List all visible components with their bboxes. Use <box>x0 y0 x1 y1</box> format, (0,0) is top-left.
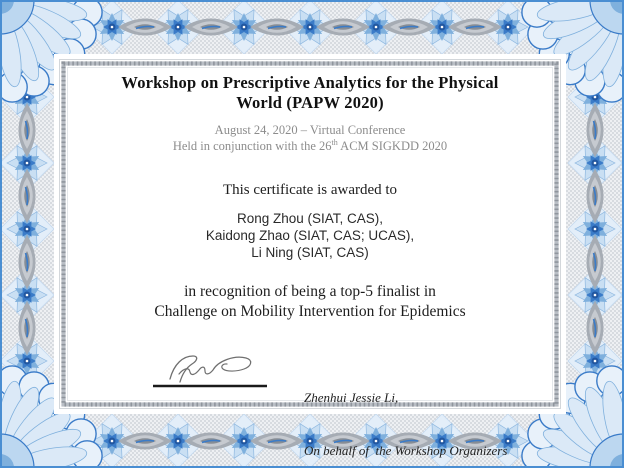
conference-date: August 24, 2020 – Virtual Conference <box>214 123 406 137</box>
ordinal-superscript: th <box>331 137 338 147</box>
conference-info: August 24, 2020 – Virtual Conference Hel… <box>70 122 550 154</box>
signature-area: Zhenhui Jessie Li, On behalf of the Work… <box>70 346 550 458</box>
recognition-statement: in recognition of being a top-5 finalist… <box>70 282 550 322</box>
title-line-2: World (PAPW 2020) <box>236 93 384 112</box>
title-line-1: Workshop on Prescriptive Analytics for t… <box>121 73 499 92</box>
signatory-credit: Zhenhui Jessie Li, On behalf of the Work… <box>304 354 507 468</box>
certificate-content: Workshop on Prescriptive Analytics for t… <box>70 66 550 458</box>
signatory-role: On behalf of the Workshop Organizers <box>304 442 508 458</box>
signatory-name: Zhenhui Jessie Li, <box>304 390 399 405</box>
awarded-label: This certificate is awarded to <box>222 182 398 198</box>
recognition-line-1: in recognition of being a top-5 finalist… <box>184 283 436 300</box>
certificate-title: Workshop on Prescriptive Analytics for t… <box>70 73 550 113</box>
handwritten-signature-icon <box>153 355 267 388</box>
conference-affiliation: Held in conjunction with the 26th ACM SI… <box>172 137 448 153</box>
recipient-1: Rong Zhou (SIAT, CAS), <box>236 211 384 226</box>
signature-block <box>150 346 272 392</box>
recipient-3: Li Ning (SIAT, CAS) <box>251 245 369 260</box>
recipient-names: Rong Zhou (SIAT, CAS), Kaidong Zhao (SIA… <box>70 210 550 261</box>
recipient-2: Kaidong Zhao (SIAT, CAS; UCAS), <box>205 228 415 243</box>
recognition-line-2: Challenge on Mobility Intervention for E… <box>154 303 466 320</box>
